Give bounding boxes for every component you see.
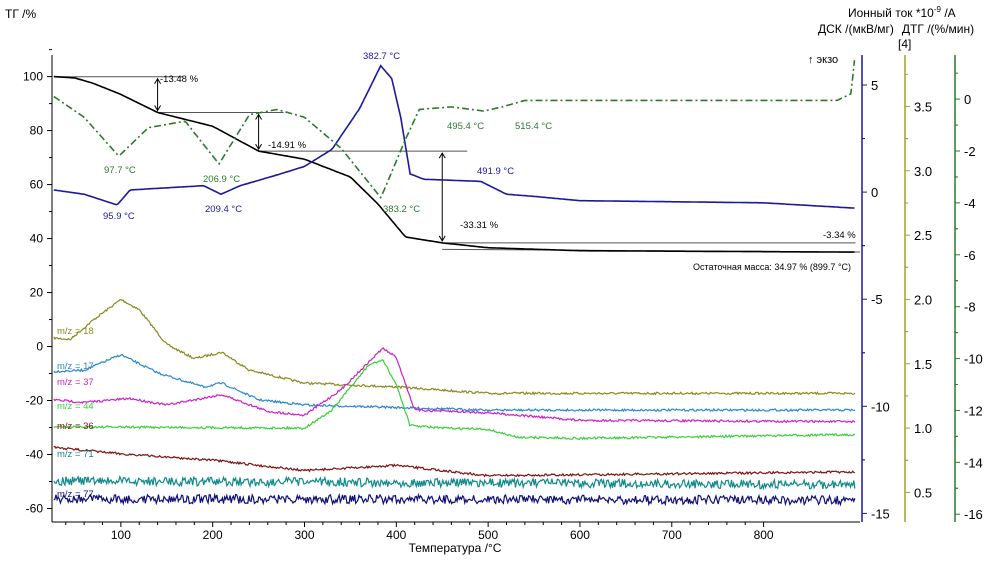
x-tick-label: 200 <box>203 528 223 542</box>
dtg-tick-label: -14 <box>964 455 983 470</box>
mass-step-label: -13.48 % <box>160 74 199 85</box>
dtg-peak-label: 383.2 °C <box>383 204 420 215</box>
mass-step-label: -14.91 % <box>268 140 307 151</box>
series-legend-label: m/z = 37 <box>57 377 94 388</box>
series-m-z-37 <box>53 347 856 424</box>
dtg-tick-label: -12 <box>964 403 983 418</box>
dtg-tick-label: -4 <box>964 196 976 211</box>
residual-mass-label: Остаточная масса: 34.97 % (899.7 °C) <box>693 262 851 272</box>
ion-tick-label: 3.0 <box>914 164 932 179</box>
series-legend-label: m/z = 18 <box>57 326 94 337</box>
dsc-peak-label: 209.4 °C <box>205 204 242 215</box>
tg-tick-label: 80 <box>30 124 44 138</box>
tg-tick-label: -20 <box>26 394 44 408</box>
tg-tick-label: 100 <box>23 70 43 84</box>
ion-axis-label: Ионный ток *10-9 /A <box>848 5 956 20</box>
x-tick-label: 400 <box>386 528 406 542</box>
series-m-z-18 <box>53 298 856 396</box>
dtg-peak-label: 515.4 °C <box>515 121 552 132</box>
tg-tick-label: 60 <box>30 178 44 192</box>
dtg-tick-label: -2 <box>964 144 976 159</box>
series-m-z-77 <box>53 492 856 507</box>
dsc-tick-label: -5 <box>871 292 883 307</box>
series-дтг <box>53 60 856 200</box>
dsc-tick-label: -15 <box>871 506 890 521</box>
dsc-tick-label: 0 <box>871 185 878 200</box>
dtg-tick-label: 0 <box>964 92 971 107</box>
dtg-tick-label: -10 <box>964 352 983 367</box>
ion-tick-label: 0.5 <box>914 485 932 500</box>
ion-tick-label: 1.5 <box>914 357 932 372</box>
tg-tick-label: 20 <box>30 286 44 300</box>
ion-axis-sublabel: [4] <box>898 37 911 51</box>
ion-tick-label: 3.5 <box>914 99 932 114</box>
tg-tick-label: 40 <box>30 232 44 246</box>
dtg-tick-label: -16 <box>964 507 983 522</box>
arrow-head <box>154 77 162 112</box>
dsc-tick-label: -10 <box>871 399 890 414</box>
series-legend-label: m/z = 36 <box>57 421 94 432</box>
ion-tick-label: 2.5 <box>914 228 932 243</box>
x-tick-label: 800 <box>754 528 774 542</box>
series-legend-label: m/z = 71 <box>57 449 94 460</box>
x-tick-label: 700 <box>662 528 682 542</box>
tg-tick-label: 0 <box>36 340 43 354</box>
series-legend-label: m/z = 77 <box>57 489 94 500</box>
series-legend-label: m/z = 17 <box>57 361 94 372</box>
dtg-peak-label: 206.9 °C <box>203 174 240 185</box>
dtg-axis-label: ДТГ /(%/мин) <box>902 22 974 36</box>
tg-axis-label: ТГ /% <box>5 7 36 21</box>
series-m-z-71 <box>53 474 856 491</box>
ion-tick-label: 2.0 <box>914 292 932 307</box>
series-legend-label: m/z = 44 <box>57 401 94 412</box>
series-m-z-44 <box>53 359 856 441</box>
dtg-peak-label: 97.7 °C <box>104 165 136 176</box>
dtg-tick-label: -8 <box>964 300 976 315</box>
series-дск <box>53 64 855 209</box>
dtg-peak-label: 495.4 °C <box>447 121 484 132</box>
tg-tick-label: -60 <box>26 502 44 516</box>
arrow-head <box>438 152 446 242</box>
dsc-tick-label: 5 <box>871 78 878 93</box>
x-axis-label: Температура /°C <box>409 541 502 555</box>
x-tick-label: 100 <box>111 528 131 542</box>
series-тг <box>53 75 855 253</box>
series-m-z-36 <box>53 445 856 478</box>
dtg-tick-label: -6 <box>964 248 976 263</box>
mass-step-label: -33.31 % <box>460 220 499 231</box>
tg-tick-label: -40 <box>26 448 44 462</box>
x-tick-label: 500 <box>478 528 498 542</box>
mass-step-label: -3.34 % <box>823 230 856 241</box>
exo-label: ↑ экзо <box>808 54 838 66</box>
dsc-dtg-axis-label: ДСК /(мкВ/мг) ДТГ /(%/мин) <box>818 22 974 36</box>
dsc-peak-label: 382.7 °C <box>363 51 400 62</box>
dsc-peak-label: 95.9 °C <box>103 211 135 222</box>
x-tick-label: 600 <box>570 528 590 542</box>
dsc-peak-label: 491.9 °C <box>477 166 514 177</box>
x-tick-label: 300 <box>294 528 314 542</box>
ion-tick-label: 1.0 <box>914 421 932 436</box>
dsc-axis-label: ДСК /(мкВ/мг) <box>818 22 894 36</box>
series-m-z-17 <box>53 353 856 413</box>
arrow-head <box>255 113 263 151</box>
